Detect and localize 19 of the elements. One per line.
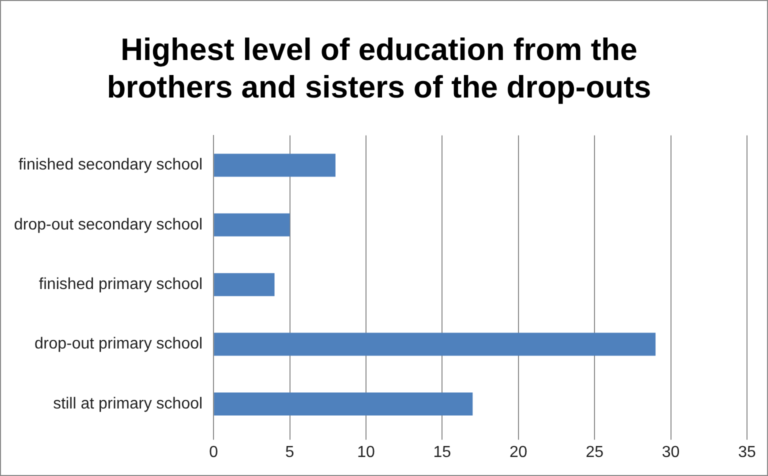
x-tick-label: 5 — [285, 444, 294, 461]
chart-title: Highest level of education from the brothers and sisters of the drop-outs — [106, 32, 652, 104]
y-tick-label: drop-out secondary school — [14, 216, 203, 234]
x-tick-label: 25 — [586, 444, 604, 461]
bar — [214, 154, 336, 177]
bar — [214, 392, 473, 416]
x-tick-label: 15 — [433, 444, 452, 461]
x-tick-label: 35 — [738, 444, 756, 461]
bar — [214, 332, 656, 356]
bar — [214, 213, 290, 236]
y-tick-label: drop-out primary school — [34, 336, 203, 353]
x-tick-label: 20 — [509, 444, 528, 461]
y-tick-label: finished primary school — [38, 276, 203, 294]
y-tick-label: finished secondary school — [18, 156, 203, 174]
y-tick-label: still at primary school — [53, 395, 203, 412]
bar — [214, 273, 275, 296]
x-tick-label: 30 — [662, 444, 680, 461]
x-tick-label: 10 — [357, 444, 375, 461]
x-tick-label: 0 — [209, 444, 218, 461]
